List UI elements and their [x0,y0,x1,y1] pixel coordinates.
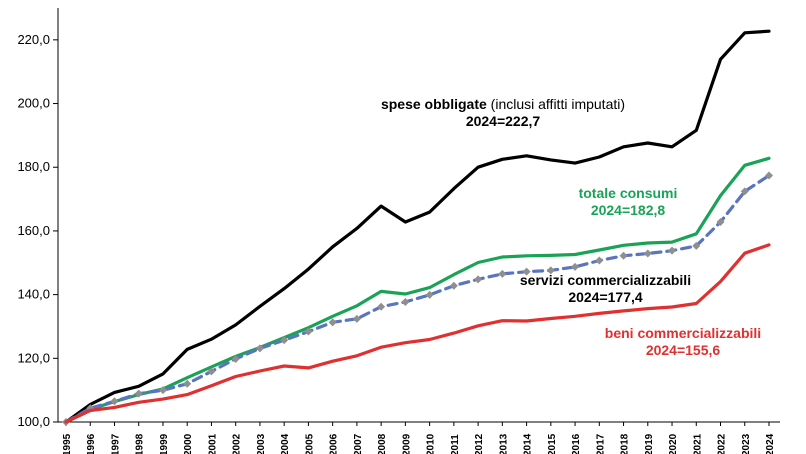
annotation-spese-obbligate-subtitle: (inclusi affitti imputati) [486,96,626,112]
series-point-servizi-commercializzabili [474,275,483,284]
x-tick-label: 2003 [256,433,267,454]
series-point-servizi-commercializzabili [352,314,361,323]
series-point-servizi-commercializzabili [449,281,458,290]
series-point-servizi-commercializzabili [255,344,264,353]
x-tick-label: 2017 [595,433,606,454]
x-tick-label: 2018 [620,433,631,454]
y-tick-label: 120,0 [17,350,50,365]
series-line-spese-obbligate [64,29,771,424]
series-point-servizi-commercializzabili [304,327,313,336]
series-point-servizi-commercializzabili [619,251,628,260]
y-tick-label: 140,0 [17,287,50,302]
annotation-totale-consumi: totale consumi 2024=182,8 [563,185,693,219]
x-tick-label: 2004 [280,433,291,454]
x-tick-label: 2021 [692,433,703,454]
x-tick-label: 2010 [426,433,437,454]
x-tick-label: 2005 [304,433,315,454]
series-point-servizi-commercializzabili [231,354,240,363]
x-tick-label: 1996 [86,433,97,454]
annotation-servizi-commercializzabili: servizi commercializzabili 2024=177,4 [483,272,728,306]
annotation-servizi-commercializzabili-value: 2024=177,4 [568,289,643,305]
series-point-servizi-commercializzabili [158,386,167,395]
x-tick-label: 2015 [547,433,558,454]
y-tick-label: 160,0 [17,223,50,238]
series-line-totale-consumi [64,156,771,424]
x-tick-label: 2016 [571,433,582,454]
x-tick-label: 2014 [523,433,534,454]
x-tick-label: 2022 [717,433,728,454]
series-point-servizi-commercializzabili [328,318,337,327]
annotation-totale-consumi-value: 2024=182,8 [590,202,666,218]
series-point-servizi-commercializzabili [110,397,119,406]
x-tick-label: 2009 [401,433,412,454]
series-point-servizi-commercializzabili [668,246,677,255]
series-point-servizi-commercializzabili [207,367,216,376]
y-tick-label: 100,0 [17,414,50,429]
series-point-servizi-commercializzabili [183,379,192,388]
series-point-servizi-commercializzabili [692,241,701,250]
annotation-beni-commercializzabili-title: beni commercializzabili [604,325,762,341]
x-tick-label: 1998 [135,433,146,454]
x-tick-label: 2012 [474,433,485,454]
series-point-servizi-commercializzabili [595,256,604,265]
x-tick-label: 2011 [450,434,461,454]
y-tick-label: 200,0 [17,96,50,111]
series-line-servizi-commercializzabili [64,173,771,424]
annotation-spese-obbligate-title: spese obbligate [380,96,487,112]
series-line-beni-commercializzabili [64,243,771,424]
series-point-servizi-commercializzabili [498,269,507,278]
x-tick-label: 2001 [207,433,218,454]
series-point-servizi-commercializzabili [425,290,434,299]
annotation-beni-commercializzabili: beni commercializzabili 2024=155,6 [572,325,794,359]
series-point-servizi-commercializzabili [571,262,580,271]
annotation-spese-obbligate-value: 2024=222,7 [465,113,541,129]
x-tick-label: 2019 [644,433,655,454]
series-point-servizi-commercializzabili [280,336,289,345]
x-tick-label: 2006 [329,433,340,454]
x-tick-label: 1995 [62,433,73,454]
x-tick-label: 2007 [353,433,364,454]
x-tick-label: 1999 [159,433,170,454]
x-tick-label: 2020 [668,433,679,454]
series-point-servizi-commercializzabili [546,266,555,275]
annotation-servizi-commercializzabili-title: servizi commercializzabili [519,272,692,288]
x-tick-label: 1997 [110,433,121,454]
x-tick-label: 2008 [377,433,388,454]
x-tick-label: 2013 [498,433,509,454]
series-point-servizi-commercializzabili [643,249,652,258]
series-point-servizi-commercializzabili [740,187,749,196]
x-tick-label: 2000 [183,433,194,454]
y-tick-label: 220,0 [17,32,50,47]
annotation-totale-consumi-title: totale consumi [578,185,678,201]
y-tick-label: 180,0 [17,159,50,174]
series-point-servizi-commercializzabili [377,302,386,311]
series-point-servizi-commercializzabili [134,389,143,398]
series-point-servizi-commercializzabili [522,267,531,276]
x-tick-label: 2002 [232,433,243,454]
annotation-spese-obbligate: spese obbligate (inclusi affitti imputat… [338,96,668,130]
annotation-beni-commercializzabili-value: 2024=155,6 [645,342,721,358]
series-point-servizi-commercializzabili [765,171,773,180]
x-tick-label: 2023 [741,433,752,454]
x-tick-label: 2024 [765,433,776,454]
series-point-servizi-commercializzabili [716,218,725,227]
series-point-servizi-commercializzabili [401,297,410,306]
